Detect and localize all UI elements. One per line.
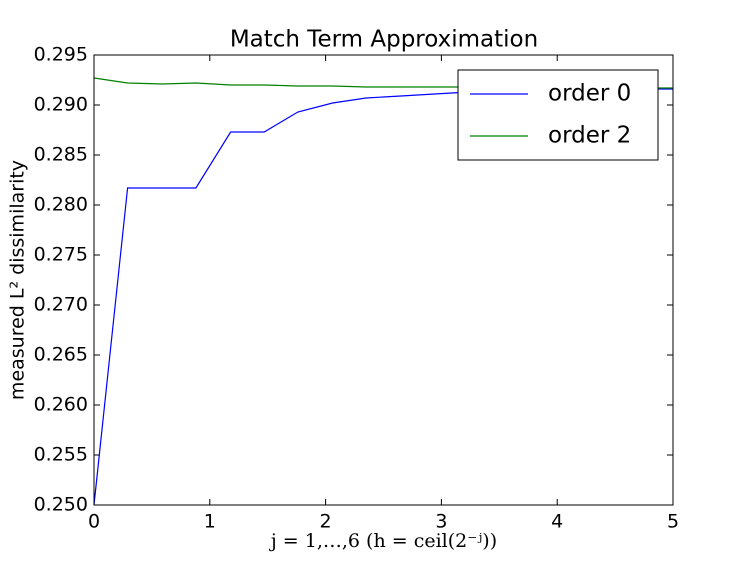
y-tick-label: 0.260 [34, 394, 88, 416]
y-tick-label: 0.255 [34, 444, 88, 466]
y-tick-label: 0.280 [34, 194, 88, 216]
y-tick-label: 0.265 [34, 344, 88, 366]
chart-title: Match Term Approximation [230, 27, 538, 53]
x-tick-label: 2 [320, 511, 332, 533]
plot-frame [93, 54, 674, 506]
y-axis-label: measured L² dissimilarity [7, 160, 29, 400]
y-tick-label: 0.275 [34, 244, 88, 266]
x-tick-label: 0 [88, 511, 100, 533]
legend-box [457, 69, 659, 161]
x-axis-label: j = 1,…,6 (h = ceil(2⁻ʲ)) [269, 530, 497, 552]
x-tick-label: 1 [204, 511, 216, 533]
y-tick-label: 0.270 [34, 294, 88, 316]
x-tick-label: 5 [667, 511, 679, 533]
legend-label: order 0 [548, 81, 631, 107]
x-tick-label: 4 [551, 511, 563, 533]
y-tick-label: 0.290 [34, 94, 88, 116]
y-tick-label: 0.285 [34, 144, 88, 166]
x-tick-label: 3 [435, 511, 447, 533]
y-tick-label: 0.250 [34, 494, 88, 516]
y-tick-label: 0.295 [34, 44, 88, 66]
legend-label: order 2 [548, 123, 631, 149]
